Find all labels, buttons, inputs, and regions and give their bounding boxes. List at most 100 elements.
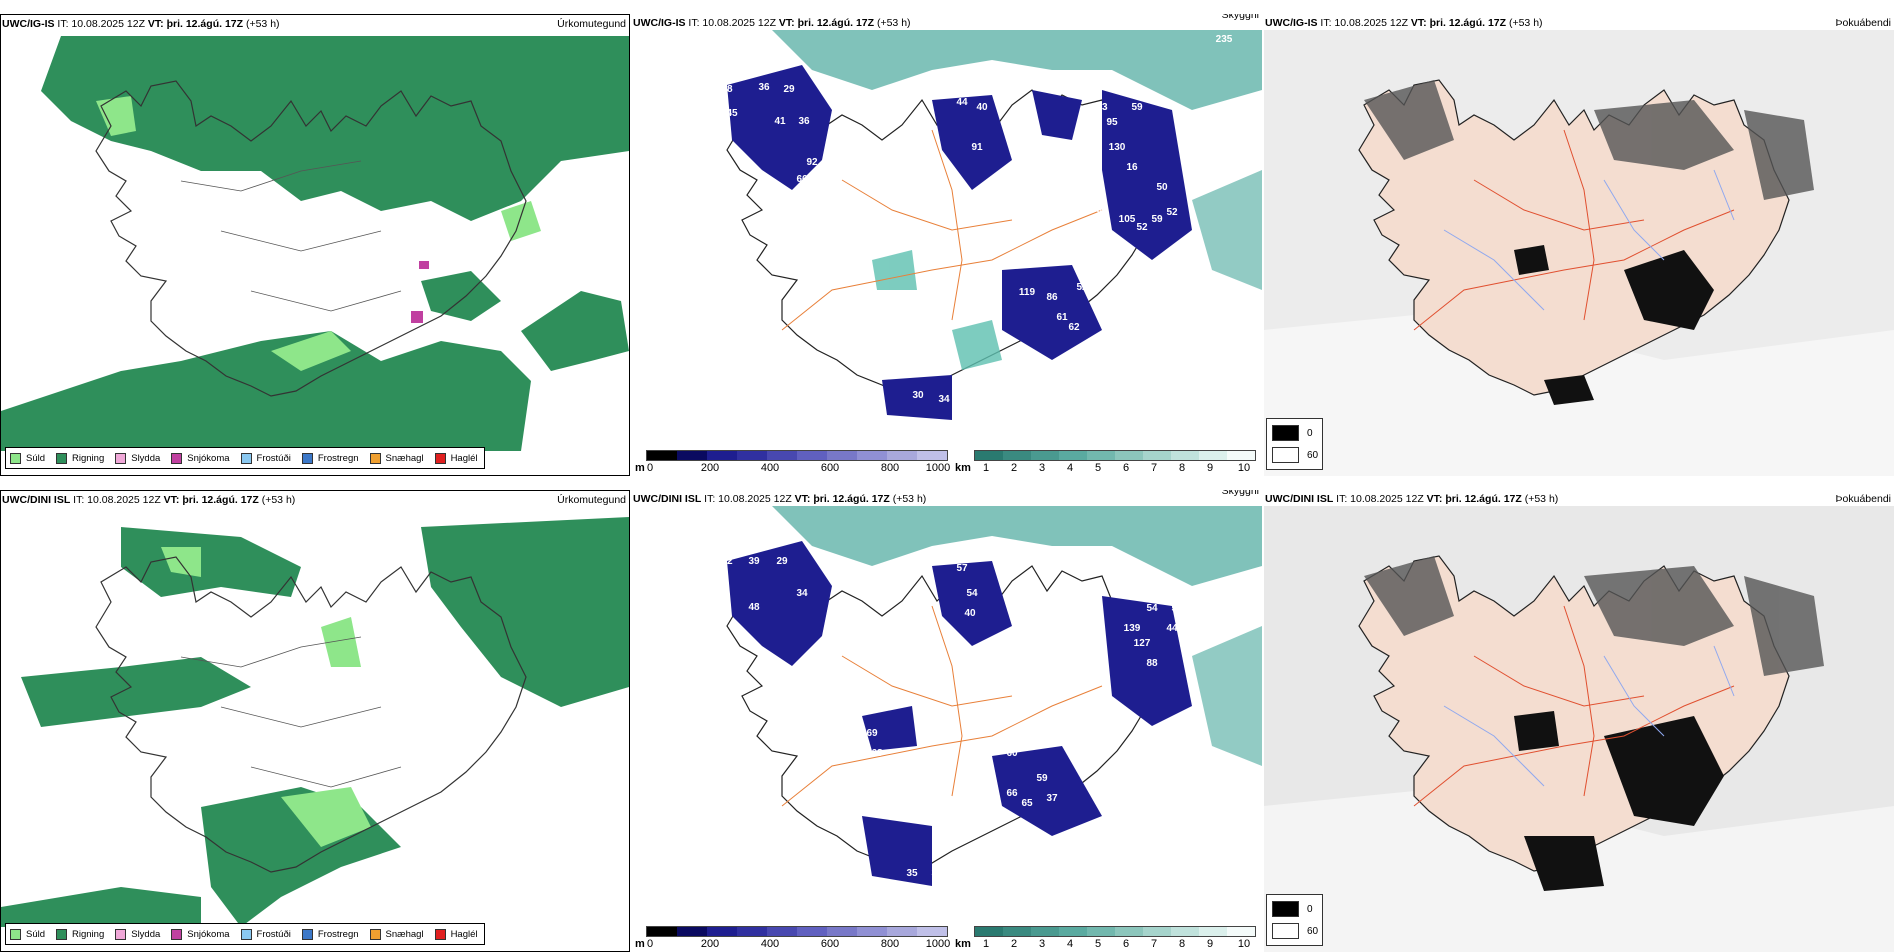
cloudbase-tick: 9 [1206, 938, 1214, 950]
panel-title: Úrkomutegund [557, 494, 626, 506]
precip-panel-1: UWC/IG-IS IT: 10.08.2025 12Z VT: þri. 12… [0, 14, 630, 476]
precip-panel-2: UWC/DINI ISL IT: 10.08.2025 12Z VT: þri.… [0, 490, 630, 952]
panel-header: UWC/DINI ISL IT: 10.08.2025 12Z VT: þri.… [632, 490, 1262, 506]
visibility-value-label: 59 [1131, 102, 1143, 113]
panel-header: UWC/DINI ISL IT: 10.08.2025 12Z VT: þri.… [1265, 493, 1891, 505]
fog-legend-max: 60 [1307, 449, 1319, 461]
legend-item-frostudi: Frostúði [240, 452, 291, 464]
cloudbase-tick: 5 [1094, 462, 1102, 474]
cloudbase-tick: 1 [982, 462, 990, 474]
cloudbase-tick: 3 [1038, 938, 1046, 950]
visibility-value-label: 43 [744, 64, 756, 75]
model-name: UWC/IG-IS [2, 18, 55, 30]
model-name: UWC/DINI ISL [2, 494, 71, 506]
visibility-value-label: 127 [1134, 638, 1151, 649]
visibility-value-label: 144 [929, 728, 946, 739]
cloudbase-colorbar: km 1 2 3 4 5 6 7 8 9 10 [954, 926, 1262, 952]
visibility-value-label: 88 [1146, 658, 1158, 669]
visibility-value-label: 54 [1146, 603, 1158, 614]
visibility-value-label: 16 [1126, 162, 1138, 173]
visibility-value-label: 97 [1096, 207, 1108, 218]
panel-header: UWC/DINI ISL IT: 10.08.2025 12Z VT: þri.… [1, 493, 629, 507]
panel-title: Úrkomutegund [557, 18, 626, 30]
visibility-value-label: 91 [971, 142, 983, 153]
fog-legend-min: 0 [1307, 903, 1313, 915]
visibility-value-label: 215 [969, 773, 986, 784]
visibility-value-label: 61 [1056, 312, 1068, 323]
legend-item-frostregn: Frostregn [301, 928, 359, 940]
visibility-value-label: 45 [726, 108, 738, 119]
visibility-value-label: 57 [1021, 558, 1033, 569]
lead-time: (+53 h) [261, 494, 296, 506]
visibility-value-label: 61 [976, 788, 988, 799]
cloudbase-tick: 6 [1122, 938, 1130, 950]
visibility-value-label: 29 [776, 556, 788, 567]
cloudbase-tick: 9 [1206, 462, 1214, 474]
visibility-value-label: 66 [1006, 788, 1018, 799]
elevation-tick: 600 [820, 938, 840, 950]
precip-legend: Súld Rigning Slydda Snjókoma Frostúði Fr… [5, 447, 485, 469]
cloudbase-tick: 8 [1178, 462, 1186, 474]
visibility-value-label: 30 [931, 868, 943, 879]
fog-panel-2: UWC/DINI ISL IT: 10.08.2025 12Z VT: þri.… [1264, 490, 1894, 952]
cloudbase-tick: 7 [1150, 462, 1158, 474]
legend-item-slydda: Slydda [115, 928, 160, 940]
cloudbase-tick: 3 [1038, 462, 1046, 474]
legend-item-slydda: Slydda [115, 452, 160, 464]
panel-title: Þokuábendi [1835, 493, 1891, 505]
visibility-value-label: 86 [1046, 292, 1058, 303]
elevation-tick: 800 [880, 462, 900, 474]
cloudbase-tick: 7 [1150, 938, 1158, 950]
fog-legend-min: 0 [1307, 427, 1313, 439]
legend-item-rigning: Rigning [56, 452, 104, 464]
visibility-value-label: 36 [798, 116, 810, 127]
visibility-value-label: 60 [1006, 748, 1018, 759]
panel-title: Skyggni [1221, 14, 1259, 21]
legend-item-sudd: Súld [10, 452, 45, 464]
elevation-tick: 600 [820, 462, 840, 474]
panel-title: Skyggni [1221, 490, 1259, 497]
cloudbase-tick: 1 [982, 938, 990, 950]
visibility-value-label: 56 [1106, 553, 1118, 564]
visibility-value-label: 28 [1028, 578, 1040, 589]
legend-item-sudd: Súld [10, 928, 45, 940]
visibility-value-label: 30 [912, 390, 924, 401]
visibility-value-label: 52 [721, 556, 733, 567]
cloudbase-tick: 10 [1237, 462, 1251, 474]
panel-header: UWC/IG-IS IT: 10.08.2025 12Z VT: þri. 12… [632, 14, 1262, 30]
visibility-value-label: 59 [1036, 773, 1048, 784]
cloudbase-tick: 6 [1122, 462, 1130, 474]
cloudbase-tick: 2 [1010, 938, 1018, 950]
precip-legend: Súld Rigning Slydda Snjókoma Frostúði Fr… [5, 923, 485, 945]
visibility-value-label: 107 [1009, 117, 1026, 128]
legend-item-snaehagl: Snæhagl [369, 928, 424, 940]
visibility-value-label: 68 [871, 748, 883, 759]
elevation-unit: m [635, 938, 645, 950]
visibility-map: 31 52 39 29 34 48 57 54 40 57 28 55 56 66 54 50 139 127 44… [721, 506, 1262, 886]
visibility-value-label: 35 [906, 868, 918, 879]
valid-time: VT: þri. 12.ágú. 17Z [147, 18, 244, 30]
visibility-value-label: 69 [866, 728, 878, 739]
visibility-value-label: 105 [1119, 214, 1136, 225]
legend-item-rigning: Rigning [56, 928, 104, 940]
init-time: IT: 10.08.2025 12Z [73, 494, 161, 506]
fog-map [1264, 30, 1894, 476]
visibility-panel-1: UWC/IG-IS IT: 10.08.2025 12Z VT: þri. 12… [632, 14, 1262, 476]
visibility-panel-2: UWC/DINI ISL IT: 10.08.2025 12Z VT: þri.… [632, 490, 1262, 952]
cloudbase-unit: km [955, 462, 971, 474]
visibility-value-label: 29 [783, 84, 795, 95]
visibility-value-label: 48 [748, 602, 760, 613]
visibility-value-label: 57 [986, 838, 998, 849]
visibility-value-label: 31 [744, 538, 756, 549]
visibility-value-label: 41 [774, 116, 786, 127]
elevation-tick: 200 [700, 938, 720, 950]
visibility-value-label: 80 [996, 97, 1008, 108]
visibility-value-label: 40 [964, 608, 976, 619]
visibility-value-label: 139 [1124, 623, 1141, 634]
elevation-tick: 400 [760, 938, 780, 950]
cloudbase-tick: 10 [1237, 938, 1251, 950]
visibility-value-label: 57 [956, 563, 968, 574]
visibility-value-label: 66 [796, 174, 808, 185]
legend-item-snjokoma: Snjókoma [171, 928, 230, 940]
